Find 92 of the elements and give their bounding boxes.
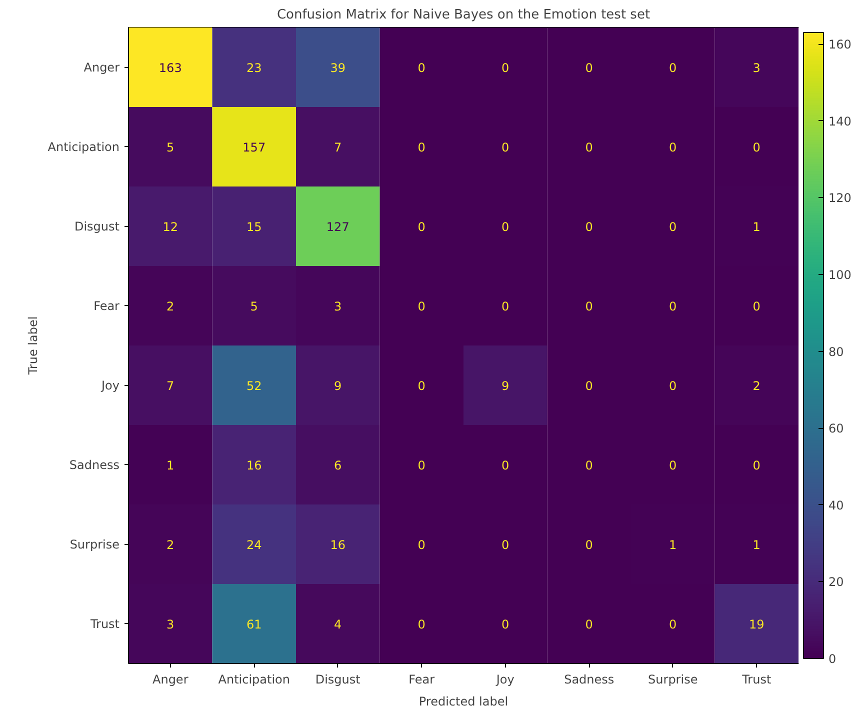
- y-tick-label: Trust: [89, 616, 120, 631]
- color-bar-label: 140: [828, 114, 852, 128]
- data-label: 0: [418, 60, 426, 75]
- y-tick-label: Surprise: [70, 537, 120, 552]
- data-label: 0: [585, 538, 593, 552]
- data-label: 0: [502, 140, 510, 154]
- data-label: 6: [334, 458, 342, 472]
- data-label: 0: [418, 538, 426, 552]
- color-bar-label: 20: [828, 575, 844, 590]
- data-label: 0: [502, 538, 510, 552]
- data-label: 0: [418, 378, 426, 393]
- y-tick-label: Anticipation: [48, 140, 120, 154]
- color-bar-label: 100: [828, 268, 852, 282]
- data-label: 0: [418, 617, 426, 632]
- data-label: 2: [752, 378, 760, 393]
- data-label: 0: [669, 458, 677, 472]
- y-tick-label: Joy: [100, 378, 120, 392]
- data-label: 39: [330, 60, 346, 75]
- y-axis-title: True label: [26, 316, 40, 376]
- data-label: 1: [752, 538, 760, 552]
- data-label: 9: [334, 378, 342, 393]
- data-label: 0: [585, 60, 593, 75]
- data-label: 0: [752, 299, 760, 314]
- x-tick-label: Surprise: [648, 672, 698, 686]
- data-label: 15: [246, 220, 262, 234]
- data-label: 0: [418, 458, 426, 472]
- data-label: 61: [246, 617, 262, 632]
- data-label: 9: [502, 378, 510, 393]
- x-axis-title: Predicted label: [418, 694, 508, 708]
- data-label: 0: [669, 140, 677, 154]
- data-label: 0: [669, 378, 677, 393]
- data-label: 0: [752, 458, 760, 472]
- color-bar-label: 40: [828, 498, 844, 512]
- y-tick-label: Sadness: [69, 458, 120, 472]
- data-label: 52: [246, 378, 262, 393]
- data-label: 16: [246, 458, 262, 472]
- data-label: 3: [166, 617, 174, 632]
- data-label: 3: [752, 60, 760, 75]
- data-label: 1: [752, 220, 760, 234]
- data-label: 0: [669, 299, 677, 314]
- data-label: 0: [585, 299, 593, 314]
- x-tick-label: Trust: [741, 672, 772, 686]
- data-label: 0: [669, 60, 677, 75]
- data-label: 7: [166, 378, 174, 393]
- x-tick-label: Anticipation: [218, 672, 290, 686]
- data-label: 0: [585, 458, 593, 472]
- data-label: 0: [418, 299, 426, 314]
- data-label: 0: [585, 378, 593, 393]
- data-label: 0: [669, 220, 677, 234]
- data-label: 1: [166, 458, 174, 472]
- data-label: 12: [162, 220, 178, 234]
- data-label: 157: [242, 140, 266, 154]
- data-label: 0: [502, 458, 510, 472]
- x-tick-label: Sadness: [564, 672, 614, 686]
- data-label: 23: [246, 60, 262, 75]
- data-label: 5: [166, 140, 174, 154]
- x-tick-label: Fear: [408, 672, 435, 686]
- color-bar-label: 0: [828, 652, 836, 666]
- data-label: 163: [158, 60, 182, 75]
- data-label: 0: [502, 60, 510, 75]
- color-bar-label: 80: [828, 344, 844, 359]
- data-label: 0: [502, 299, 510, 314]
- data-label: 0: [752, 140, 760, 154]
- data-label: 7: [334, 140, 342, 154]
- data-label: 4: [334, 617, 342, 632]
- data-label: 3: [334, 299, 342, 314]
- chart-title: Confusion Matrix for Naive Bayes on the Emotion test set: [276, 8, 650, 22]
- color-bar-label: 120: [828, 191, 852, 206]
- data-label: 0: [669, 617, 677, 632]
- data-label: 0: [585, 617, 593, 632]
- data-label: 2: [166, 538, 174, 552]
- data-label: 0: [502, 220, 510, 234]
- data-label: 0: [585, 220, 593, 234]
- data-label: 2: [166, 299, 174, 314]
- x-tick-label: Disgust: [315, 672, 361, 686]
- data-label: 1: [669, 538, 677, 552]
- color-bar-label: 160: [828, 38, 852, 52]
- data-label: 0: [502, 617, 510, 632]
- data-label: 5: [250, 299, 258, 314]
- y-tick-label: Fear: [94, 298, 120, 313]
- y-tick-label: Disgust: [74, 219, 120, 234]
- data-label: 19: [748, 617, 764, 632]
- data-label: 0: [585, 140, 593, 154]
- color-bar-label: 60: [828, 422, 844, 436]
- x-tick-label: Anger: [152, 672, 188, 686]
- data-label: 16: [330, 538, 346, 552]
- data-label: 0: [418, 220, 426, 234]
- y-tick-label: Anger: [84, 60, 120, 74]
- data-label: 24: [246, 538, 262, 552]
- x-tick-label: Joy: [495, 672, 514, 686]
- data-label: 127: [326, 220, 350, 234]
- data-label: 0: [418, 140, 426, 154]
